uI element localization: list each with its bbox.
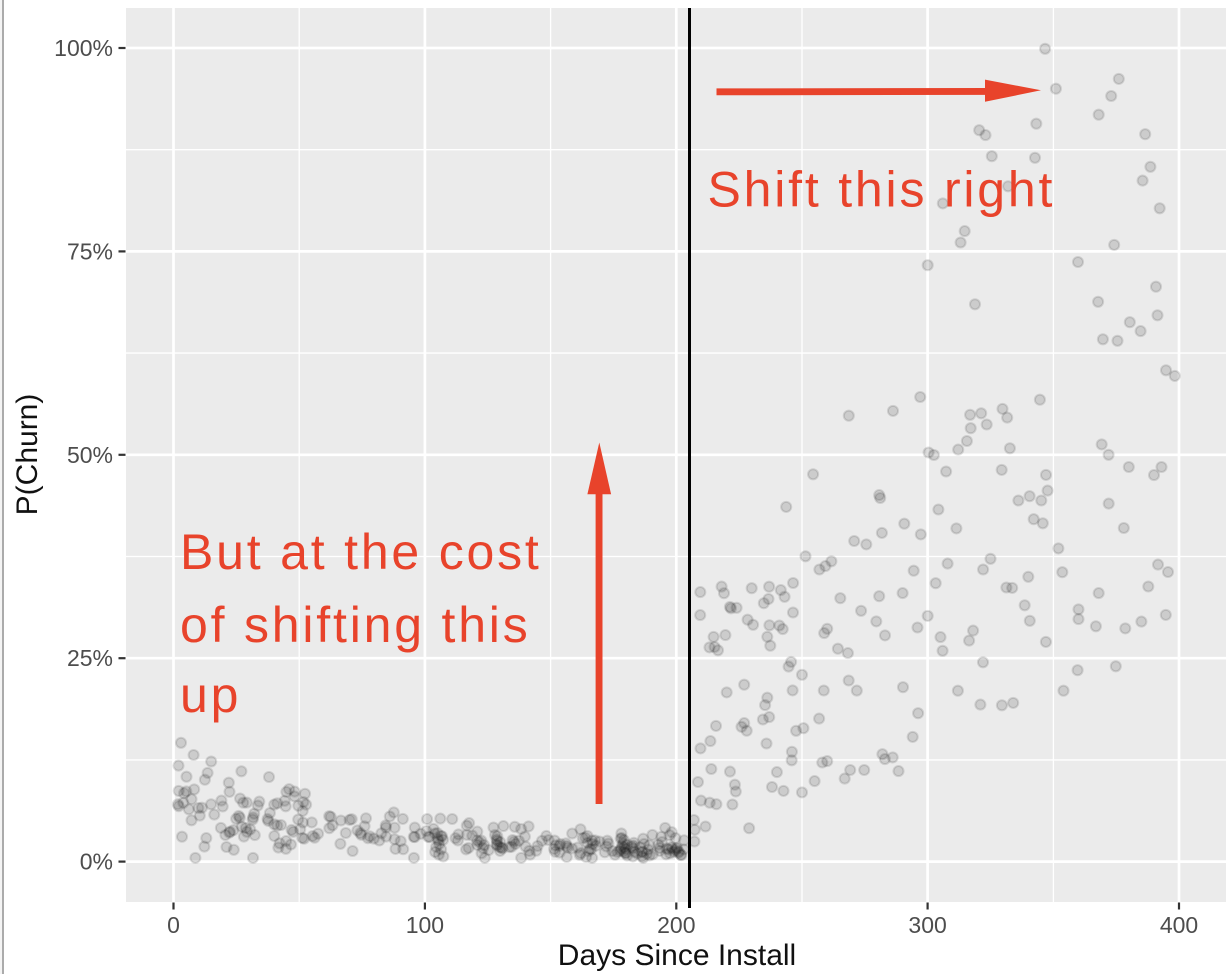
- svg-text:0: 0: [167, 912, 180, 938]
- svg-text:P(Churn): P(Churn): [11, 394, 44, 516]
- svg-text:Days Since Install: Days Since Install: [558, 939, 796, 972]
- svg-text:up: up: [180, 667, 241, 723]
- svg-text:But at the cost: But at the cost: [180, 524, 542, 580]
- svg-text:75%: 75%: [67, 238, 113, 264]
- svg-text:100%: 100%: [54, 35, 113, 61]
- svg-text:400: 400: [1160, 912, 1198, 938]
- svg-text:25%: 25%: [67, 645, 113, 671]
- svg-text:0%: 0%: [80, 849, 113, 875]
- svg-text:100: 100: [406, 912, 444, 938]
- svg-text:50%: 50%: [67, 442, 113, 468]
- svg-text:200: 200: [657, 912, 695, 938]
- svg-text:of shifting this: of shifting this: [180, 597, 531, 653]
- svg-text:Shift this right: Shift this right: [708, 162, 1056, 218]
- svg-text:300: 300: [908, 912, 946, 938]
